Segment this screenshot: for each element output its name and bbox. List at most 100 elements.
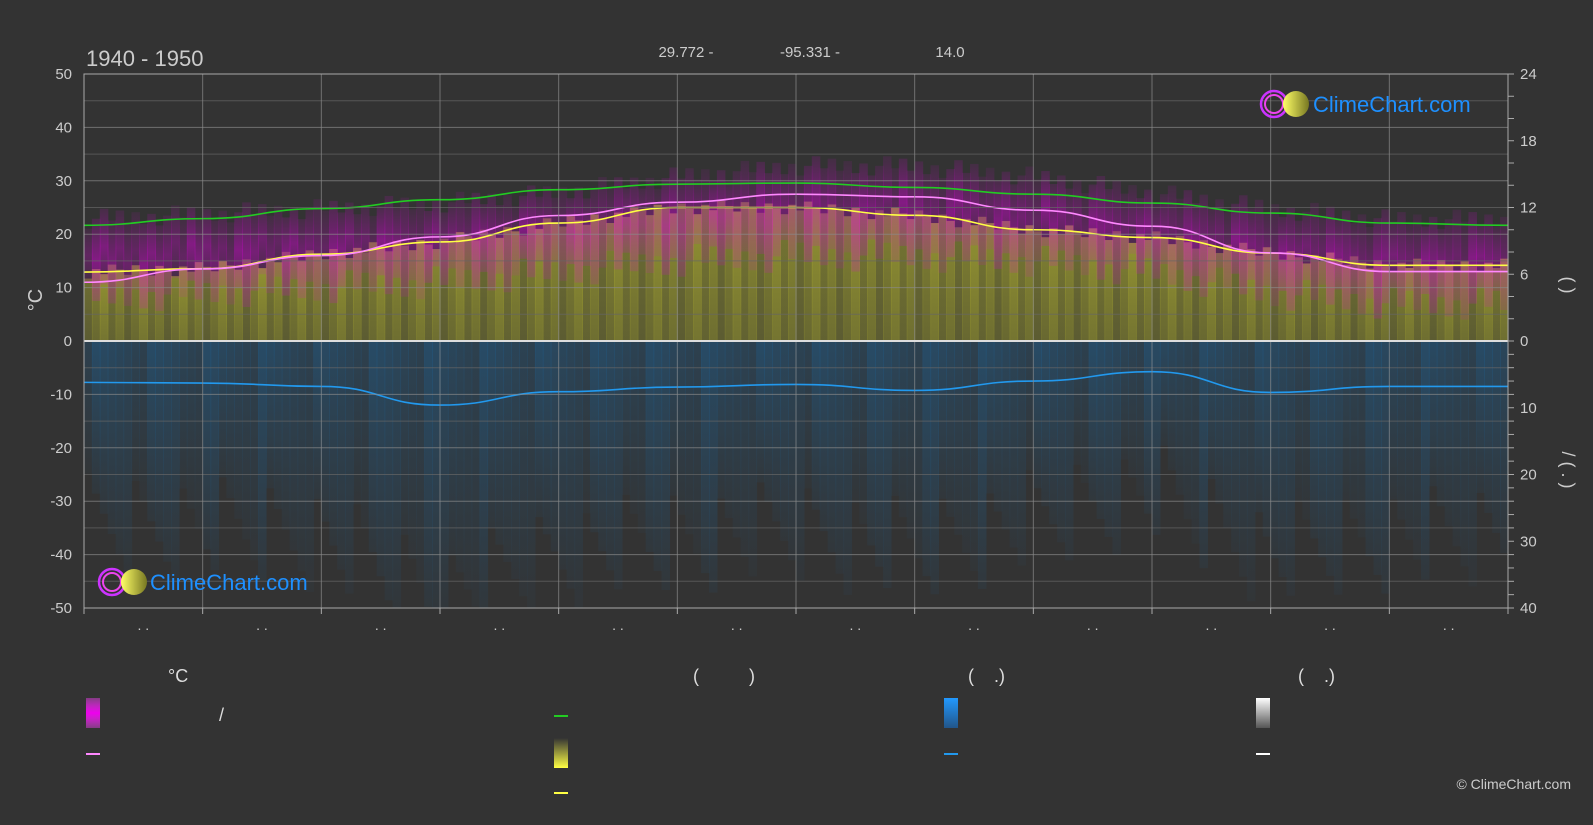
rain-bar: [258, 341, 267, 582]
sunshine-bar: [780, 214, 789, 341]
sunshine-bar: [1025, 225, 1034, 341]
rain-bar: [914, 341, 924, 559]
rain-bar: [661, 341, 671, 591]
rain-bar: [186, 341, 196, 509]
rain-bar: [345, 341, 354, 594]
sunshine-bar: [345, 258, 354, 341]
rain-bar: [400, 341, 409, 535]
sunshine-bar: [796, 210, 805, 341]
temperature-range-bar: [906, 170, 916, 266]
sunshine-bar: [740, 202, 750, 341]
temperature-range-bar: [1017, 175, 1027, 258]
temperature-range-bar: [796, 175, 805, 243]
sunshine-bar: [1468, 266, 1477, 341]
sunshine-bar: [827, 204, 837, 341]
temperature-range-bar: [1286, 207, 1295, 311]
sunshine-bar: [835, 210, 845, 341]
rain-bar: [1484, 341, 1493, 513]
temperature-range-bar: [1191, 203, 1201, 277]
sunshine-bar: [1041, 237, 1050, 341]
rain-bar: [511, 341, 520, 580]
rain-bar: [732, 341, 742, 538]
rain-bar: [1057, 341, 1066, 543]
rain-bar: [843, 341, 852, 595]
rain-bar: [163, 341, 172, 562]
rain-bar: [1420, 341, 1430, 580]
sunshine-bar: [708, 210, 718, 341]
temperature-range-bar: [550, 197, 560, 263]
rain-bar: [867, 341, 876, 546]
rain-bar: [590, 341, 599, 533]
rain-bar: [653, 341, 663, 571]
temperature-range-bar: [527, 185, 536, 278]
temperature-range-bar: [724, 181, 734, 249]
sunshine-bar: [384, 251, 394, 341]
temperature-range-bar: [1072, 179, 1082, 256]
temperature-range-bar: [84, 228, 93, 283]
sunshine-bar: [542, 218, 552, 341]
temperature-range-bar: [574, 187, 583, 283]
sunshine-bar: [906, 219, 916, 341]
rain-bar: [566, 341, 576, 589]
y-right-bottom-ticks: 10 20 30 40: [1508, 340, 1537, 617]
rain-bar: [265, 341, 275, 489]
sunshine-bar: [977, 216, 987, 341]
y-right-top-tick-label: 12: [1520, 200, 1537, 217]
y-right-top-tick-label: 24: [1520, 66, 1537, 83]
temperature-range-bar: [566, 198, 576, 265]
rain-bar: [970, 341, 979, 571]
sunshine-bar: [1223, 244, 1232, 341]
sunshine-bar: [946, 220, 955, 341]
temperature-range-bar: [273, 205, 283, 277]
rain-bar: [1349, 341, 1359, 519]
sunshine-bar: [392, 241, 402, 341]
rain-bar: [1104, 341, 1114, 537]
rain-bar: [677, 341, 686, 515]
rain-bar: [756, 341, 765, 483]
elevation-label: 14.0: [935, 44, 964, 61]
temperature-range-bar: [1254, 199, 1264, 301]
rain-bar: [875, 341, 884, 567]
rain-bar: [1072, 341, 1082, 465]
sunshine-bar: [582, 224, 591, 341]
temperature-range-bar: [384, 195, 394, 295]
sunshine-bar: [859, 213, 868, 341]
y-left-ticks: 50 40 30 20 10 0 -10 -20 -30 -40 -50: [50, 66, 72, 617]
sunshine-bar: [1476, 272, 1485, 341]
rain-bar: [629, 341, 639, 514]
sunshine-bar: [321, 259, 330, 341]
rain-bar: [1159, 341, 1169, 446]
temperature-range-bar: [716, 170, 726, 266]
rain-bar: [147, 341, 156, 522]
temperature-range-bar: [772, 162, 781, 257]
rain-bar: [582, 341, 591, 514]
sunshine-bar: [471, 240, 481, 341]
x-ticks: . . . . . . . . . . . . . . . . . . . . . . . .: [83, 608, 1509, 633]
sunshine-bar: [1033, 231, 1042, 341]
sunshine-bar: [376, 246, 386, 341]
period-title: 1940 - 1950: [86, 46, 203, 71]
rain-bar: [297, 341, 307, 572]
sunshine-bar: [1064, 225, 1074, 341]
rain-bar: [495, 341, 504, 545]
x-tick-label: . .: [1087, 617, 1099, 633]
temperature-range-bar: [455, 191, 465, 287]
sunshine-bar: [360, 252, 370, 341]
sunshine-bar: [985, 223, 995, 341]
sunshine-bar: [1231, 251, 1240, 341]
sunshine-bar: [234, 269, 243, 341]
rain-bar: [637, 341, 647, 533]
temperature-range-bar: [1460, 221, 1470, 320]
rain-bar: [1373, 341, 1383, 575]
y-left-tick-label: -20: [50, 440, 72, 457]
sunshine-bar: [1152, 231, 1161, 341]
legend-col3-header: ( .): [968, 666, 1005, 686]
sunshine-bar: [645, 215, 655, 341]
legend-rain-line: [944, 753, 958, 755]
temperature-range-bar: [1468, 212, 1477, 304]
temperature-range-bar: [226, 222, 235, 305]
sunshine-bar: [440, 238, 449, 341]
temperature-range-bar: [1349, 223, 1359, 295]
temperature-range-bar: [242, 202, 251, 308]
